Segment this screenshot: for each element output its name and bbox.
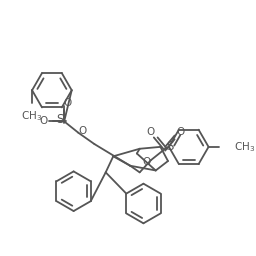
Text: O: O: [146, 127, 154, 137]
Text: O: O: [39, 116, 48, 126]
Text: O: O: [142, 157, 150, 167]
Text: O: O: [63, 98, 71, 108]
Text: O: O: [176, 127, 184, 137]
Text: CH$_3$: CH$_3$: [234, 140, 255, 154]
Text: S: S: [56, 113, 63, 126]
Text: O: O: [78, 126, 86, 136]
Text: CH$_3$: CH$_3$: [22, 109, 43, 123]
Text: S: S: [166, 140, 174, 153]
